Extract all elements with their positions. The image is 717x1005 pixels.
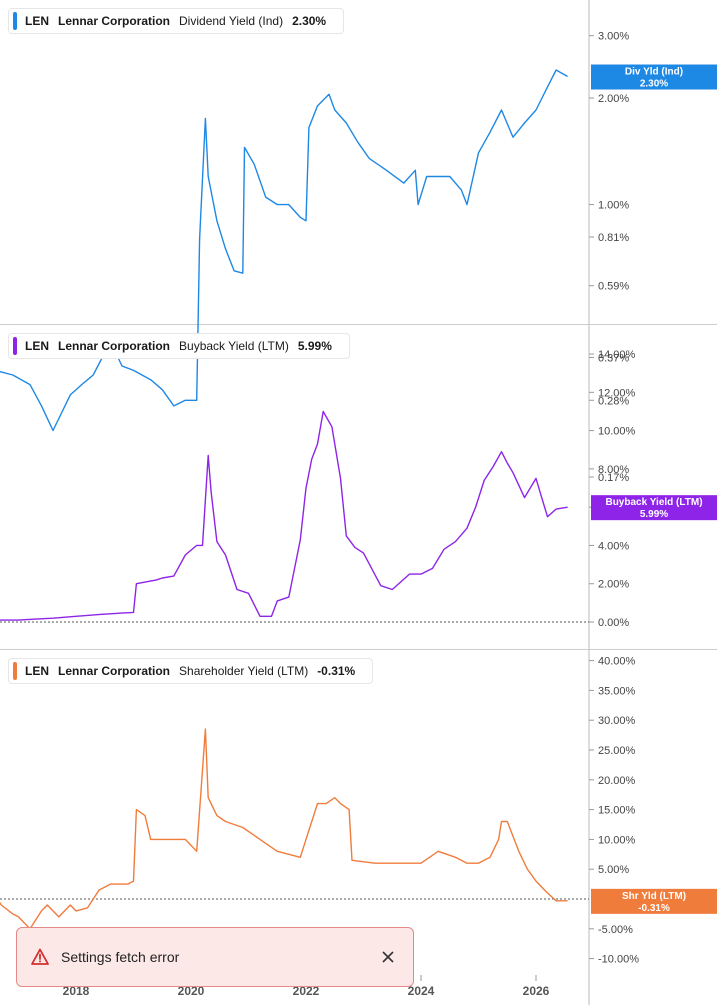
x-tick-label: 2022: [293, 984, 320, 998]
legend-metric: Shareholder Yield (LTM): [179, 664, 309, 678]
panel-3: 40.00% 35.00% 30.00% 25.00% 20.00% 15.00% 10.0…: [0, 656, 717, 966]
panel-1: 5.00%3.00%2.00%1.00%0.81%0.59%0.37%0.28%…: [0, 31, 717, 484]
x-tick-label: 2020: [178, 984, 205, 998]
tag-value: 5.99%: [640, 509, 668, 520]
series-line: [0, 410, 568, 621]
y-tick-label: -5.00%: [598, 924, 633, 936]
y-tick-label: 1.00%: [598, 200, 629, 212]
y-tick-label: 0.59%: [598, 281, 629, 293]
y-tick-label: 4.00%: [598, 540, 629, 552]
tag-value: 2.30%: [640, 79, 668, 90]
y-tick-label: 20.00%: [598, 775, 636, 787]
legend-company: Lennar Corporation: [58, 14, 171, 28]
y-tick-label: 0.28%: [598, 395, 629, 407]
tag-label: Shr Yld (LTM): [622, 891, 686, 902]
y-tick-label: 0.00%: [598, 617, 629, 629]
x-tick-label: 2026: [523, 984, 550, 998]
error-toast: Settings fetch error: [16, 927, 414, 987]
y-tick-label: 14.00%: [598, 349, 636, 361]
y-tick-label: 15.00%: [598, 805, 636, 817]
y-tick-label: 40.00%: [598, 656, 636, 668]
legend-ticker: LEN: [25, 14, 49, 28]
last-value-tag: Shr Yld (LTM)-0.31%: [591, 888, 717, 914]
y-tick-label: 12.00%: [598, 387, 636, 399]
y-tick-label: 10.00%: [598, 426, 636, 438]
tag-background: [591, 64, 717, 90]
tag-value: -0.31%: [638, 903, 670, 914]
tag-label: Buyback Yield (LTM): [605, 497, 702, 508]
legend-value: 2.30%: [292, 14, 327, 28]
x-tick-label: 2024: [408, 984, 435, 998]
y-tick-label: 0.37%: [598, 352, 629, 364]
warning-icon: [31, 948, 49, 965]
series-line: [0, 69, 568, 432]
y-tick-label: 2.00%: [598, 93, 629, 105]
legend-value: -0.31%: [317, 664, 356, 678]
y-tick-label: 8.00%: [598, 464, 629, 476]
series-color-swatch: [13, 662, 17, 680]
legend-ticker: LEN: [25, 339, 49, 353]
legend-shareholder-yield[interactable]: LEN Lennar Corporation Shareholder Yield…: [8, 658, 374, 684]
toast-message: Settings fetch error: [61, 949, 180, 965]
close-icon[interactable]: [381, 950, 395, 964]
legend-buyback-yield[interactable]: LEN Lennar Corporation Buyback Yield (LT…: [8, 333, 350, 359]
panel-2: 14.00%12.00%10.00%8.00%6.00%4.00%2.00%0.…: [0, 349, 717, 629]
last-value-tag: Div Yld (Ind)2.30%: [591, 64, 717, 90]
series-line: [0, 728, 568, 930]
y-tick-label: 0.17%: [598, 472, 629, 484]
last-value-tag: Buyback Yield (LTM)5.99%: [591, 495, 717, 521]
legend-dividend-yield[interactable]: LEN Lennar Corporation Dividend Yield (I…: [8, 8, 345, 34]
y-tick-label: 0.81%: [598, 232, 629, 244]
y-tick-label: 2.00%: [598, 579, 629, 591]
y-tick-label: 30.00%: [598, 715, 636, 727]
y-tick-label: 3.00%: [598, 31, 629, 43]
series-color-swatch: [13, 12, 17, 30]
legend-company: Lennar Corporation: [58, 339, 171, 353]
legend-metric: Buyback Yield (LTM): [179, 339, 289, 353]
y-tick-label: 35.00%: [598, 685, 636, 697]
legend-value: 5.99%: [297, 339, 332, 353]
y-tick-label: 10.00%: [598, 834, 636, 846]
tag-label: Div Yld (Ind): [625, 67, 683, 78]
legend-ticker: LEN: [25, 664, 49, 678]
tag-background: [591, 888, 717, 914]
tag-background: [591, 495, 717, 521]
y-tick-label: 25.00%: [598, 745, 636, 757]
legend-company: Lennar Corporation: [58, 664, 171, 678]
legend-metric: Dividend Yield (Ind): [179, 14, 284, 28]
series-color-swatch: [13, 337, 17, 355]
y-tick-label: 5.00%: [598, 864, 629, 876]
y-tick-label: -10.00%: [598, 954, 639, 966]
x-tick-label: 2018: [63, 984, 90, 998]
